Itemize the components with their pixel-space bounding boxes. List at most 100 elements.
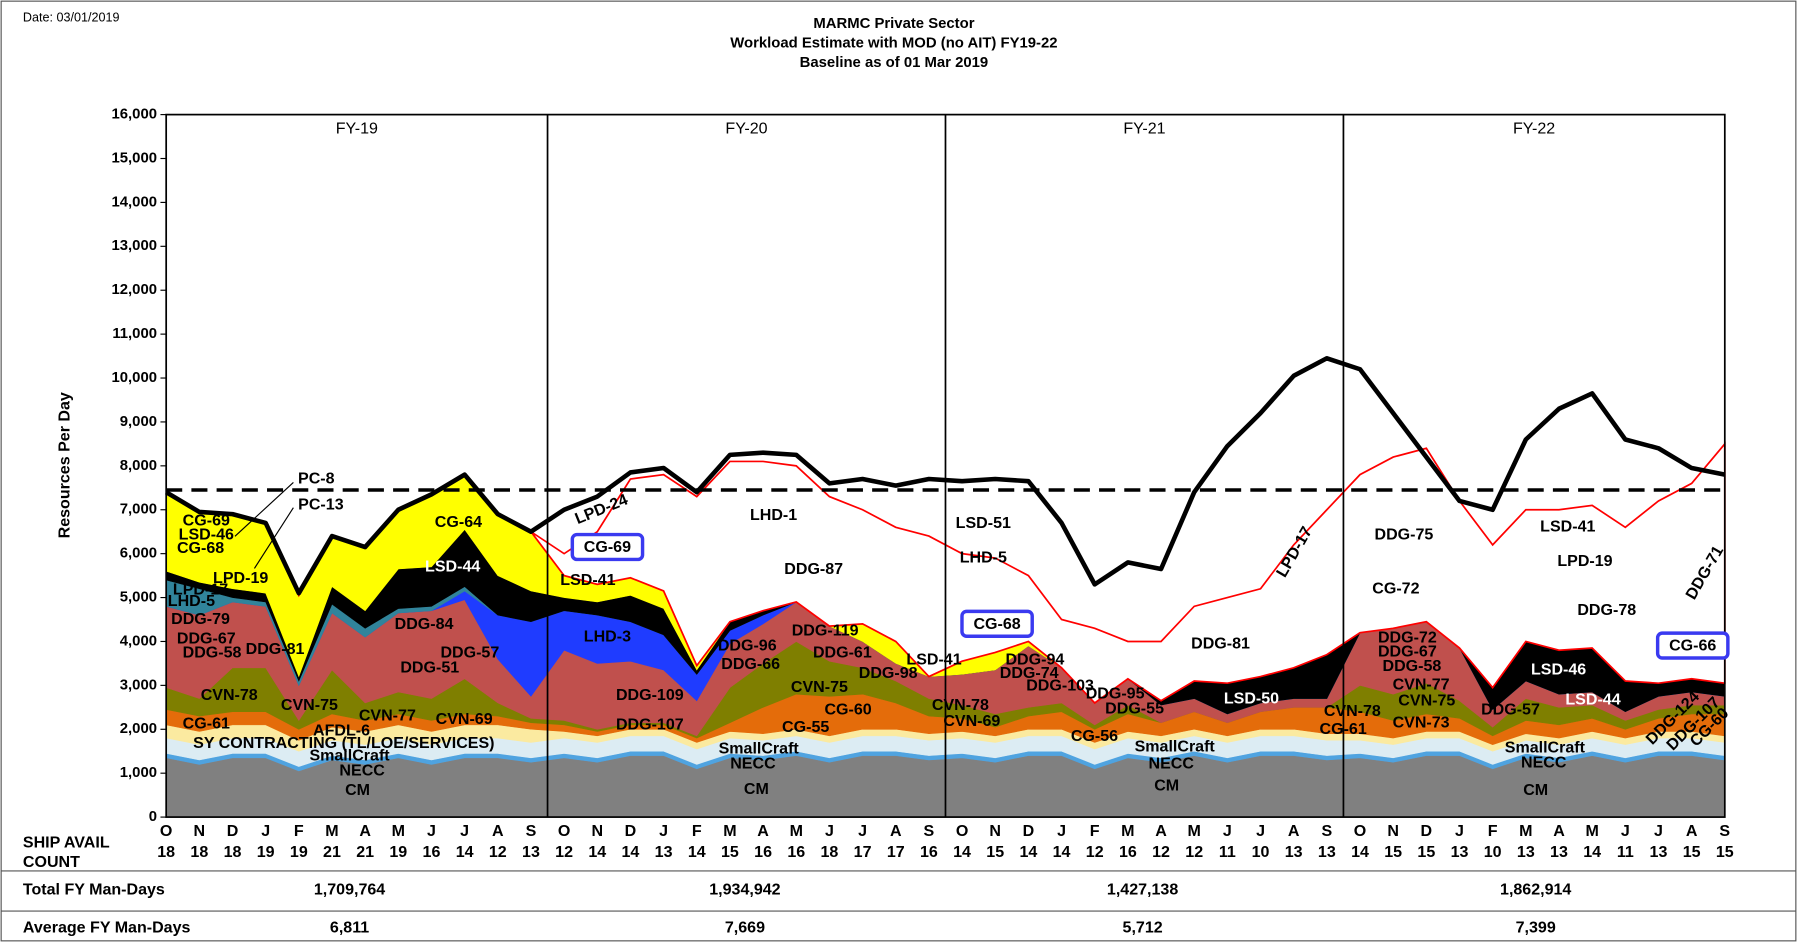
x-tick-label: J [659,822,668,840]
annotation: DDG-55 [1105,700,1164,718]
x-tick-label: S [924,822,935,840]
x-tick-label: M [1585,822,1598,840]
y-tick-label: 1,000 [120,765,157,781]
x-tick-label: A [492,822,504,840]
table-cell: 1,709,764 [314,881,385,899]
annotation: DDG-78 [1577,601,1636,619]
ship-avail-count: 10 [1484,843,1502,861]
y-tick-label: 16,000 [112,107,158,123]
annotation: NECC [730,755,776,773]
annotation: DDG-79 [171,610,230,628]
annotation: CVN-75 [281,696,338,714]
annotation: DDG-75 [1375,525,1434,543]
label-box [960,609,1034,638]
series-label: DDG-58 [183,643,242,661]
ship-avail-count: 13 [1650,843,1668,861]
annotation: SmallCraft [719,740,800,758]
ship-avail-count: 14 [588,843,606,861]
annotation: DDG-109 [616,686,684,704]
ship-avail-count: 18 [224,843,242,861]
y-tick-label: 14,000 [112,194,158,210]
x-tick-label: J [1256,822,1265,840]
annotation: CG-69 [584,538,631,556]
ship-avail-count: 13 [1318,843,1336,861]
series-label: LHD-3 [584,627,631,645]
ship-avail-count: 13 [655,843,673,861]
x-tick-label: J [1621,822,1630,840]
label-box [570,532,645,562]
x-tick-label: O [1354,822,1366,840]
annotation: DDG-96 [718,637,777,655]
annotation: DDG-103 [1026,677,1094,695]
annotation: CG-68 [973,615,1020,633]
y-tick-label: 13,000 [112,238,158,254]
x-tick-label: A [1686,822,1698,840]
fy-label: FY-19 [336,120,378,138]
ship-avail-label: SHIP AVAIL COUNT [23,834,110,871]
ship-avail-count: 15 [1716,843,1734,861]
x-tick-label: N [989,822,1001,840]
annotation: CM [1523,781,1548,799]
y-axis-label: Resources Per Day [56,392,74,538]
ship-avail-count: 16 [787,843,805,861]
annotation: CG-69 [183,512,230,530]
ship-avail-count: 12 [1152,843,1170,861]
x-tick-label: A [757,822,769,840]
table-cell: 7,669 [725,918,765,936]
x-tick-label: J [1455,822,1464,840]
annotation: DDG-72 [1378,629,1437,647]
annotation: LPD-19 [1557,552,1612,570]
ship-avail-count: 15 [721,843,739,861]
x-tick-label: F [294,822,304,840]
x-tick-label: J [261,822,270,840]
ship-avail-count: 15 [1683,843,1701,861]
label-box [1655,631,1730,660]
ship-avail-count: 14 [1053,843,1071,861]
x-tick-label: J [825,822,834,840]
series-label: NECC [339,761,385,779]
y-tick-label: 3,000 [120,677,157,693]
date: Date: 03/01/2019 [23,11,120,25]
annotation: DDG-67 [1378,642,1437,660]
ship-avail-count: 11 [1617,843,1634,861]
ship-avail-count: 10 [1252,843,1270,861]
fy-label: FY-21 [1123,120,1165,138]
x-tick-label: O [956,822,968,840]
x-tick-label: A [1553,822,1565,840]
ship-avail-count: 14 [1351,843,1369,861]
annotation: CG-60 [824,701,871,719]
annotation: DDG-67 [177,630,236,648]
x-tick-label: D [1023,822,1035,840]
annotation: PC-8 [298,469,335,487]
x-tick-label: J [1654,822,1663,840]
ship-avail-count: 14 [456,843,474,861]
annotation: CVN-75 [1398,692,1455,710]
table-cell: 1,862,914 [1500,881,1571,899]
x-tick-label: J [1057,822,1066,840]
ship-avail-count: 16 [754,843,772,861]
annotation: DDG-107 [616,716,684,734]
annotation: DDG-95 [1086,685,1145,703]
annotation: SmallCraft [1505,739,1586,757]
series-label: LPD-17 [173,580,228,598]
x-tick-label: O [558,822,570,840]
annotation: CVN-69 [436,710,493,728]
ship-avail-count: 12 [555,843,573,861]
x-tick-label: F [692,822,702,840]
x-tick-label: O [160,822,172,840]
table-cell: 1,427,138 [1107,881,1178,899]
series-label: LSD-44 [425,557,480,575]
ship-avail-count: 14 [1583,843,1601,861]
series-label: CVN-78 [201,686,258,704]
annotation: CM [744,780,769,798]
annotation: CVN-69 [943,712,1000,730]
ship-avail-count: 13 [1517,843,1535,861]
series-label: CG-64 [435,513,482,531]
annotation: CG-61 [1320,720,1367,738]
ship-avail-count: 15 [1384,843,1402,861]
x-tick-label: J [1223,822,1232,840]
ship-avail-count: 18 [190,843,208,861]
ship-avail-count: 16 [920,843,938,861]
ship-avail-count: 13 [1550,843,1568,861]
